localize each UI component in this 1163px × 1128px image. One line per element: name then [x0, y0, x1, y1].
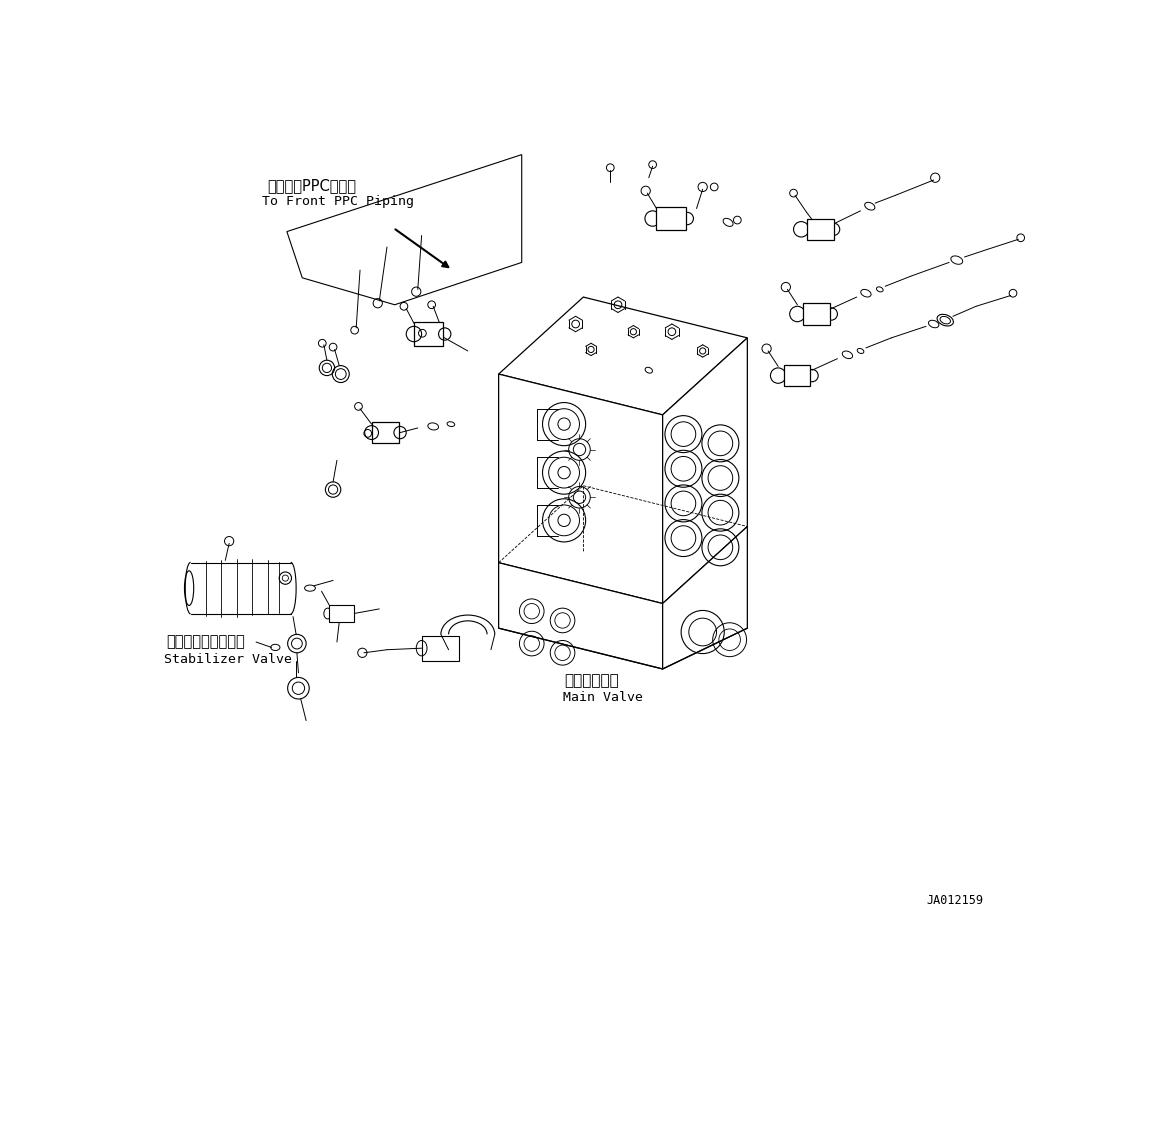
Bar — [329, 605, 354, 622]
Polygon shape — [663, 527, 748, 669]
Polygon shape — [663, 338, 748, 603]
Bar — [656, 206, 686, 230]
Polygon shape — [499, 563, 663, 669]
Bar — [784, 364, 811, 387]
Text: Main Valve: Main Valve — [563, 691, 642, 704]
Bar — [802, 303, 829, 325]
Bar — [372, 422, 399, 443]
Polygon shape — [499, 374, 663, 603]
Polygon shape — [499, 297, 748, 415]
Text: JA012159: JA012159 — [926, 893, 983, 907]
Polygon shape — [287, 155, 522, 305]
Text: フロントPPC配管へ: フロントPPC配管へ — [267, 178, 357, 193]
Text: メインバルブ: メインバルブ — [564, 672, 619, 688]
Bar — [422, 636, 458, 661]
Text: To Front PPC Piping: To Front PPC Piping — [262, 195, 414, 209]
Text: スタビライザバルブ: スタビライザバルブ — [166, 634, 244, 650]
Bar — [414, 323, 443, 345]
Text: Stabilizer Valve: Stabilizer Valve — [164, 653, 292, 666]
Bar — [807, 219, 834, 240]
